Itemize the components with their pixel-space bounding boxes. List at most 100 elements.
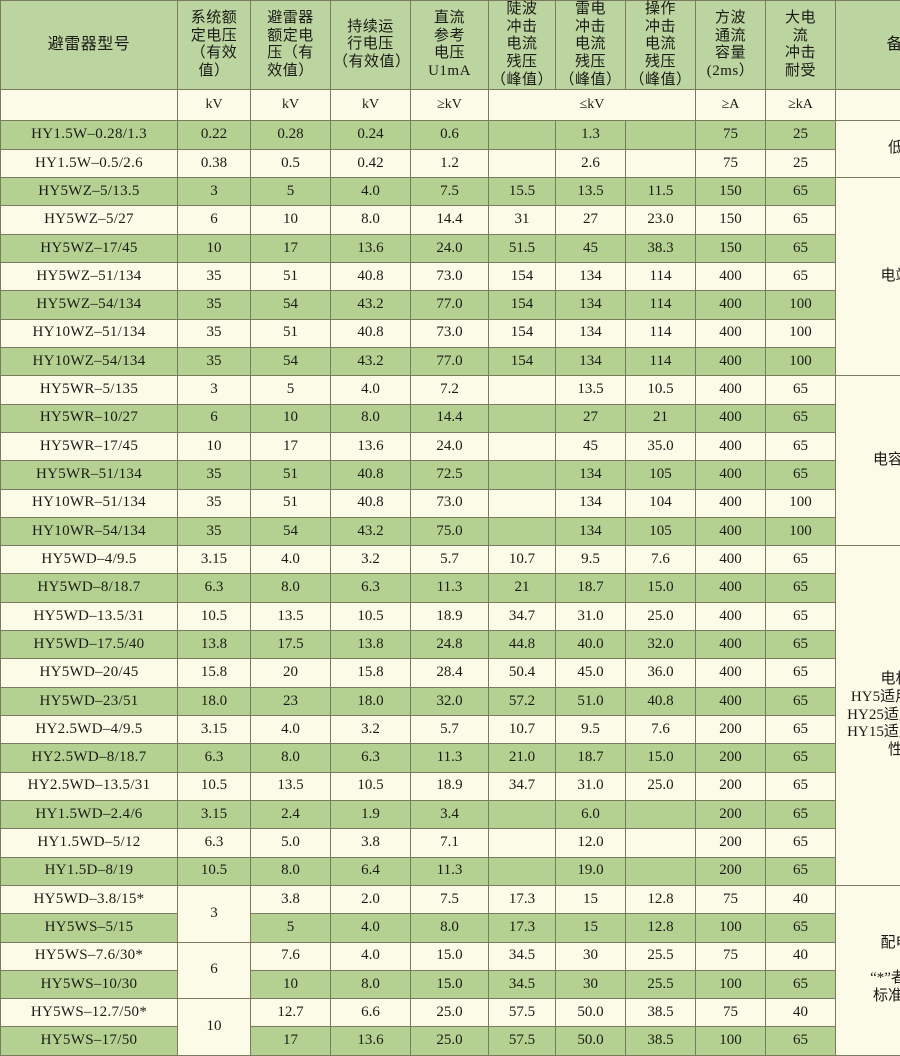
cell-model: HY5WZ–51/134 [0, 261, 178, 292]
cell-dc: 8.0 [410, 913, 489, 943]
cell-switch [625, 148, 696, 179]
cell-model: HY2.5WD–8/18.7 [0, 743, 178, 773]
cell-model: HY5WS–12.7/50* [0, 998, 178, 1028]
cell-bigcur: 65 [765, 375, 836, 405]
cell-light: 134 [555, 346, 626, 377]
cell-model: HY5WD–8/18.7 [0, 573, 178, 603]
cell-model: HY10WR–54/134 [0, 516, 178, 547]
cell-bigcur: 65 [765, 460, 836, 490]
cell-square: 100 [695, 1026, 766, 1056]
cell-steep: 34.5 [488, 969, 556, 1000]
table-row: HY5WZ–51/134 35 51 40.8 73.0 154 134 114 400 65 [0, 261, 900, 292]
column-header-line: （峰值） [491, 71, 554, 88]
unit-cell-rated: kV [250, 89, 331, 122]
column-header-dc: 直流 参考 电压 U1mA [410, 0, 489, 91]
cell-model: HY5WR–17/45 [0, 431, 178, 462]
cell-remark: 电容器型 [835, 375, 900, 547]
cell-switch: 25.5 [625, 941, 696, 971]
cell-square: 400 [695, 431, 766, 462]
column-header-line: 定电压 [190, 27, 238, 44]
table-row: HY5WD–8/18.7 6.3 8.0 6.3 11.3 21 18.7 15.0 400 65 [0, 573, 900, 603]
cell-light: 134 [555, 516, 626, 547]
cell-cont: 6.4 [330, 856, 411, 886]
cell-steep: 154 [488, 290, 556, 320]
cell-switch: 38.3 [625, 233, 696, 264]
cell-switch: 36.0 [625, 658, 696, 688]
cell-rated: 5 [250, 177, 331, 207]
cell-bigcur: 65 [765, 828, 836, 858]
table-row: HY5WD–3.8/15*33.82.07.517.31512.87540配电型… [0, 884, 900, 1056]
column-header-line: 通流 [714, 27, 746, 44]
cell-light: 31.0 [555, 771, 626, 801]
cell-sys: 35 [177, 488, 251, 518]
cell-cont: 13.8 [330, 630, 411, 660]
table-body: HY1.5W–0.28/1.30.220.280.240.61.37525低压H… [0, 120, 900, 1056]
cell-cont: 3.8 [330, 828, 411, 858]
cell-cont: 18.0 [330, 686, 411, 717]
cell-model: HY5WR–51/134 [0, 460, 178, 490]
cell-steep [488, 828, 556, 858]
cell-model: HY5WD–13.5/31 [0, 601, 178, 632]
column-header-sys: 系统额 定电压 （有效值） [177, 0, 251, 91]
cell-square: 200 [695, 771, 766, 801]
cell-rated: 51 [250, 318, 331, 348]
cell-rated: 51 [250, 488, 331, 518]
cell-rated: 7.6 [250, 941, 331, 971]
cell-square: 400 [695, 488, 766, 518]
cell-square: 75 [695, 998, 766, 1028]
table-row: HY5WD–17.5/40 13.8 17.5 13.8 24.8 44.8 40.0 32.… [0, 630, 900, 660]
cell-model: HY5WD–20/45 [0, 658, 178, 688]
cell-dc: 3.4 [410, 799, 489, 830]
cell-sys-merged: 3 [177, 884, 251, 943]
cell-bigcur: 65 [765, 658, 836, 688]
table-row: HY5WS–5/15 5 4.0 8.0 17.3 15 12.8 100 65 [0, 913, 900, 943]
cell-sys-merged: 10 [177, 998, 251, 1056]
column-header-line: （峰值） [559, 71, 622, 88]
remark-line: HY15适用电机中 [847, 724, 900, 741]
cell-steep: 154 [488, 318, 556, 348]
cell-light: 134 [555, 488, 626, 518]
column-header-line: （有效值） [190, 45, 238, 79]
cell-rated: 5 [250, 913, 331, 943]
cell-square: 400 [695, 573, 766, 603]
cell-light: 50.0 [555, 998, 626, 1028]
cell-sys: 6.3 [177, 828, 251, 858]
cell-model: HY10WZ–51/134 [0, 318, 178, 348]
cell-model: HY5WS–7.6/30* [0, 941, 178, 971]
cell-sys: 10 [177, 233, 251, 264]
cell-sys: 35 [177, 516, 251, 547]
cell-steep [488, 120, 556, 150]
cell-cont: 4.0 [330, 941, 411, 971]
cell-steep: 21.0 [488, 743, 556, 773]
column-header-line: 大电 [784, 9, 816, 26]
cell-sys: 35 [177, 318, 251, 348]
cell-cont: 13.6 [330, 233, 411, 264]
cell-cont: 15.8 [330, 658, 411, 688]
cell-sys: 3 [177, 375, 251, 405]
cell-bigcur: 65 [765, 743, 836, 773]
cell-dc: 77.0 [410, 346, 489, 377]
remark-line: 配电型 [880, 935, 900, 952]
cell-switch: 114 [625, 346, 696, 377]
cell-dc: 0.6 [410, 120, 489, 150]
cell-light: 45.0 [555, 658, 626, 688]
cell-bigcur: 100 [765, 488, 836, 518]
cell-model: HY1.5WD–5/12 [0, 828, 178, 858]
cell-cont: 3.2 [330, 714, 411, 745]
cell-model: HY5WZ–5/27 [0, 205, 178, 235]
cell-rated: 17.5 [250, 630, 331, 660]
cell-bigcur: 65 [765, 714, 836, 745]
table-row: HY10WR–54/134 35 54 43.2 75.0 134 105 400 100 [0, 516, 900, 547]
cell-switch: 38.5 [625, 998, 696, 1028]
cell-light: 45 [555, 233, 626, 264]
table-row: HY5WS–12.7/50* 10 12.7 6.6 25.0 57.5 50.0 38.5 7… [0, 998, 900, 1056]
cell-switch: 114 [625, 318, 696, 348]
table-row: HY5WZ–54/134 35 54 43.2 77.0 154 134 114 400 100 [0, 290, 900, 320]
header-row: 避雷器型号 系统额 定电压 （有效值） 避雷器 额定电 压（有 效值） 持续运 行电压 （有效值）直… [0, 0, 900, 91]
cell-model: HY5WS–5/15 [0, 913, 178, 943]
cell-cont: 13.6 [330, 431, 411, 462]
cell-switch: 35.0 [625, 431, 696, 462]
cell-steep [488, 403, 556, 433]
cell-cont: 8.0 [330, 403, 411, 433]
